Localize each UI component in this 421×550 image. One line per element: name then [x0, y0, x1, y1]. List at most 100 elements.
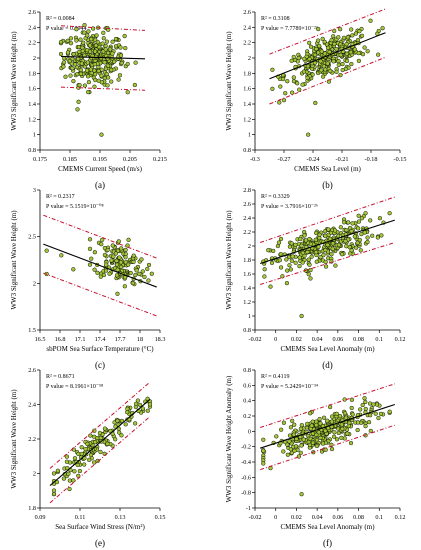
scatter-point [146, 278, 151, 283]
scatter-point [302, 56, 307, 61]
y-tick-label: 1.8 [243, 257, 251, 264]
scatter-point [79, 61, 84, 66]
y-axis-label: WW3 Significant Wave Height (m) [225, 210, 233, 310]
scatter-point [113, 437, 118, 442]
scatter-point [105, 441, 110, 446]
x-tick-label: 0.08 [353, 336, 364, 343]
scatter-point [337, 413, 343, 419]
scatter-point [321, 64, 326, 69]
scatter-point [76, 44, 82, 50]
y-tick-label: 1 [248, 313, 251, 320]
scatter-point [307, 411, 313, 416]
scatter-point [281, 420, 287, 425]
scatter-point [349, 61, 354, 67]
scatter-point [339, 435, 344, 440]
y-tick-label: 2.6 [28, 9, 36, 16]
scatter-point [332, 41, 337, 47]
scatter-point [316, 26, 321, 32]
scatter-point [318, 59, 323, 64]
x-tick-label: 0.205 [123, 156, 137, 163]
scatter-point [329, 252, 334, 257]
scatter-point [325, 45, 331, 50]
scatter-point [344, 51, 349, 56]
scatter-point [302, 229, 307, 235]
scatter-point [126, 262, 131, 267]
scatter-point [307, 262, 312, 267]
scatter-point [76, 473, 81, 478]
y-axis-label: WW3 Significant Wave Height (m) [10, 389, 18, 489]
lower-bound-line [260, 424, 395, 471]
x-tick-label: 16.8 [55, 336, 66, 343]
scatter-point [298, 236, 303, 242]
y-tick-label: 2.4 [243, 215, 251, 222]
x-tick-label: 0.08 [353, 514, 364, 521]
scatter-point [373, 411, 378, 416]
y-tick-label: 1.4 [243, 101, 251, 108]
x-tick-label: 0.02 [291, 514, 302, 521]
scatter-point [103, 47, 108, 52]
scatter-point [292, 422, 297, 427]
y-tick-label: 2.6 [243, 9, 251, 16]
chart-panel-a: 0.175 0.185 0.195 0.205 0.215 0.8 1 1.2 1.4 1.6 1.… [10, 9, 167, 190]
panel-label: (f) [323, 538, 332, 548]
scatter-point [85, 441, 90, 447]
scatter-point [312, 52, 318, 57]
scatter-point [325, 61, 330, 66]
x-tick-label: 18.3 [155, 336, 166, 343]
scatter-point [112, 59, 117, 64]
scatter-point [334, 47, 339, 52]
x-tick-label: -0.21 [336, 156, 349, 163]
scatter-point [322, 39, 327, 45]
scatter-point [349, 248, 354, 253]
y-tick-label: 2.2 [243, 40, 251, 47]
scatter-point [336, 430, 341, 436]
scatter-point [323, 259, 328, 265]
scatter-point [288, 267, 293, 272]
scatter-point [85, 47, 90, 53]
scatter-point [113, 251, 119, 256]
panel-label: (d) [322, 360, 333, 370]
scatter-point [376, 52, 381, 57]
scatter-point [362, 396, 367, 401]
scatter-point [284, 257, 289, 262]
scatter-point [55, 468, 61, 473]
scatter-point [109, 79, 114, 84]
y-tick-label: 0.8 [28, 147, 36, 154]
scatter-point [277, 100, 282, 105]
scatter-point [109, 67, 114, 73]
scatter-point [77, 468, 83, 474]
scatter-point [68, 73, 73, 78]
scatter-point [287, 439, 292, 444]
scatter-point [87, 43, 93, 48]
scatter-point [266, 248, 271, 253]
scatter-point [340, 61, 345, 67]
scatter-point [89, 70, 94, 76]
scatter-point [78, 67, 83, 73]
y-tick-label: 1.8 [28, 505, 36, 512]
r-squared-text: R² = 0.0084 [46, 16, 75, 22]
y-tick-label: 1.5 [28, 327, 36, 334]
y-tick-label: 1.2 [243, 116, 251, 123]
scatter-point [350, 221, 355, 226]
y-tick-label: 1.6 [28, 86, 36, 93]
scatter-point [296, 55, 301, 61]
y-tick-label: 1.6 [243, 271, 251, 278]
scatter-point [336, 62, 341, 68]
scatter-point [305, 75, 310, 80]
scatter-point [314, 443, 320, 449]
x-tick-label: 18 [137, 336, 143, 343]
scatter-point [307, 56, 312, 62]
scatter-points [270, 18, 385, 137]
chart-panel-b: -0.3 -0.27 -0.24 -0.21 -0.18 -0.15 0.8 1 1.2 1.4 1… [225, 8, 406, 190]
scatter-point [340, 67, 345, 73]
scatter-point [63, 74, 68, 79]
scatter-point [353, 31, 359, 36]
scatter-point [332, 430, 337, 435]
outlier-point [75, 107, 80, 112]
y-tick-label: 2.2 [28, 40, 36, 47]
scatter-point [289, 58, 294, 63]
scatter-point [315, 38, 321, 43]
x-axis-label: CMEMS Sea Level Anomaly (m) [280, 523, 375, 531]
scatter-point [93, 440, 98, 445]
